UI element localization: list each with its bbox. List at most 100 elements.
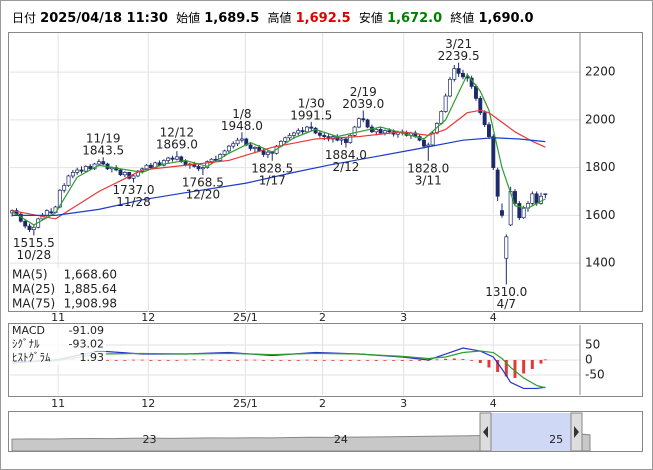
histogram-bar: [305, 359, 309, 361]
histogram-bar: [504, 360, 508, 377]
candle-body: [474, 86, 478, 99]
histogram-bar: [210, 359, 214, 361]
candle-body: [521, 207, 526, 219]
candle-body: [482, 112, 487, 125]
histogram-bar: [357, 360, 361, 361]
header-value: 1,690.0: [478, 11, 534, 26]
annotation: 1/8: [232, 107, 251, 121]
annotation: 3/21: [445, 37, 472, 51]
candle-body: [205, 161, 210, 168]
selection[interactable]: [491, 413, 571, 451]
navigator-label: 24: [334, 433, 348, 446]
candle-body: [374, 129, 379, 133]
annotation: 2/12: [332, 160, 359, 174]
legend-name: MA(75): [12, 297, 55, 311]
navigator-label: 23: [143, 433, 157, 446]
candle-body: [209, 158, 214, 162]
candle-body: [144, 164, 149, 170]
annotation: 1884.0: [325, 148, 367, 162]
header-value: 1,672.0: [387, 11, 443, 26]
candle-body: [265, 151, 270, 155]
annotation: 3/11: [415, 173, 442, 187]
candle-body: [422, 139, 426, 147]
header-label: 日付: [12, 11, 37, 25]
legend-bg: [10, 268, 118, 282]
header-label: 終値: [450, 11, 475, 25]
candle-body: [378, 129, 383, 134]
annotation: 12/20: [186, 188, 221, 202]
legend-name: ﾋｽﾄｸﾞﾗﾑ: [12, 351, 51, 364]
candle-body: [75, 169, 80, 173]
candle-body: [261, 150, 266, 155]
candle-body: [448, 78, 452, 97]
histogram-bar: [452, 358, 456, 360]
candle-body: [348, 135, 353, 143]
candle-body: [70, 172, 75, 177]
legend-name: ｼｸﾞﾅﾙ: [12, 338, 40, 351]
histogram-bar: [253, 359, 257, 361]
x-tick-label: 2: [319, 397, 326, 410]
candle-body: [101, 161, 106, 165]
histogram-bar: [201, 359, 205, 361]
candle-body: [478, 98, 483, 114]
arrow-right: [574, 426, 579, 438]
candle-body: [491, 136, 496, 168]
candle-body: [361, 118, 366, 121]
histogram-bar: [322, 360, 326, 361]
candle-body: [83, 166, 88, 172]
legend-value: -91.09: [69, 324, 104, 337]
histogram-bar: [192, 359, 196, 361]
candle-body: [27, 225, 32, 231]
legend-value: 1,908.98: [64, 297, 117, 311]
candle-body: [300, 130, 305, 133]
histogram-bar: [114, 360, 118, 361]
navigator-window[interactable]: [479, 412, 583, 452]
candle-body: [513, 191, 517, 204]
histogram-bar: [409, 360, 413, 361]
candle-body: [426, 144, 431, 147]
histogram-bar: [478, 360, 482, 363]
x-tick-label: 3: [400, 311, 407, 324]
x-tick-label: 11: [51, 397, 65, 410]
candle-body: [322, 135, 327, 137]
histogram-bar: [470, 360, 474, 361]
candle-body: [530, 193, 535, 204]
y-tick-label: 0: [585, 353, 593, 367]
histogram-bar: [383, 360, 387, 361]
x-tick-label: 11: [51, 311, 65, 324]
y-tick-label: 50: [585, 338, 600, 352]
x-tick-label: 2: [319, 311, 326, 324]
annotation: 1/30: [298, 96, 325, 110]
candle-body: [304, 126, 309, 133]
header-label: 始値: [176, 11, 201, 25]
price-panel: [8, 32, 643, 312]
y-tick-label: 1600: [585, 208, 616, 222]
annotation: 1310.0: [485, 285, 527, 299]
y-tick-label: 1800: [585, 160, 616, 174]
histogram-bar: [366, 360, 370, 361]
x-tick-label: 25/1: [233, 397, 258, 410]
histogram-bar: [418, 360, 422, 361]
candle-body: [166, 157, 171, 161]
histogram-bar: [236, 360, 240, 361]
annotation: 1869.0: [156, 138, 198, 152]
candle-body: [504, 236, 509, 259]
x-tick-label: 12: [141, 397, 155, 410]
candle-body: [456, 68, 461, 74]
candle-body: [452, 68, 457, 80]
histogram-bar: [487, 360, 491, 368]
candle-body: [287, 135, 292, 139]
histogram-bar: [296, 360, 300, 361]
candle-body: [283, 137, 288, 142]
histogram-bar: [158, 360, 162, 361]
histogram-bar: [461, 359, 465, 360]
legend-value: 1,668.60: [64, 268, 117, 282]
candle-body: [196, 166, 201, 170]
candle-body: [226, 145, 231, 152]
candle-body: [296, 130, 301, 134]
candle-body: [122, 172, 127, 176]
histogram-bar: [444, 358, 448, 360]
candle-body: [248, 144, 253, 149]
